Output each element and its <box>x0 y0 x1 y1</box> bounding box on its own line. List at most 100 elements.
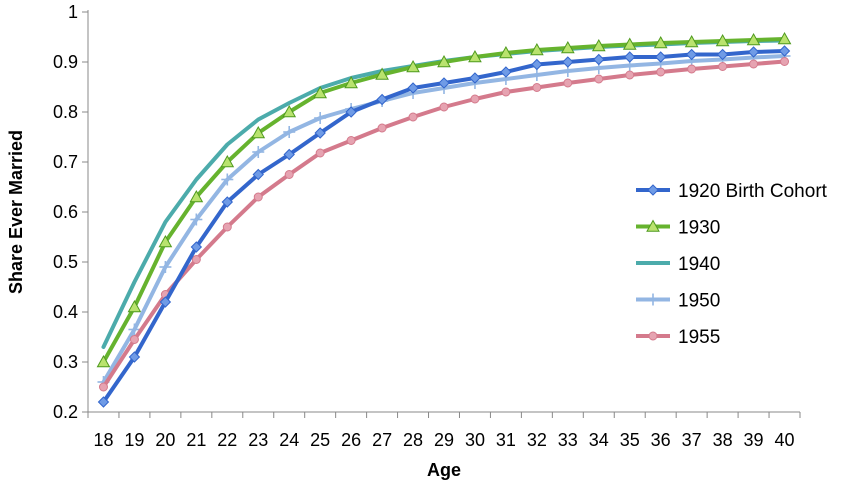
data-point <box>407 82 419 94</box>
data-point <box>777 31 792 45</box>
data-point <box>439 102 449 112</box>
y-tick-labels: 0.2 0.3 0.4 0.5 0.6 0.7 0.8 0.9 1 <box>53 2 78 422</box>
data-point <box>746 32 761 46</box>
data-point <box>314 112 327 124</box>
data-point <box>747 46 760 58</box>
x-tick-label: 20 <box>155 430 175 450</box>
y-tick-label: 0.2 <box>53 402 78 422</box>
data-point <box>97 396 110 408</box>
data-point <box>499 45 513 59</box>
y-tick-label: 0.9 <box>53 52 78 72</box>
x-tick-label: 27 <box>372 430 392 450</box>
series-5 <box>98 57 790 392</box>
legend-label: 1920 Birth Cohort <box>678 181 828 202</box>
data-point <box>470 94 480 104</box>
data-point <box>344 75 358 89</box>
data-point <box>530 42 544 56</box>
data-point <box>129 335 139 344</box>
data-point <box>715 33 730 47</box>
axes <box>82 10 801 418</box>
legend-swatch-marker <box>648 331 658 341</box>
data-point <box>687 64 697 74</box>
data-point <box>685 48 698 61</box>
data-point <box>283 126 296 138</box>
data-point <box>468 49 482 63</box>
data-point <box>654 51 667 63</box>
legend-item-1: 1920 Birth Cohort <box>636 181 828 202</box>
data-point <box>191 255 201 264</box>
data-point <box>780 57 790 66</box>
data-point <box>313 85 328 99</box>
data-point <box>625 70 635 80</box>
series-2 <box>96 31 792 368</box>
data-point <box>622 37 637 50</box>
x-axis-title: Age <box>427 460 461 480</box>
data-point <box>128 351 141 363</box>
data-point <box>469 72 481 84</box>
x-tick-label: 22 <box>217 430 237 450</box>
data-point <box>283 148 295 161</box>
y-tick-label: 0.7 <box>53 152 78 172</box>
x-tick-label: 35 <box>620 430 640 450</box>
data-point <box>406 59 420 73</box>
data-point <box>408 112 418 122</box>
y-axis-title: Share Ever Married <box>6 130 26 294</box>
legend-item-5: 1955 <box>636 327 720 348</box>
x-tick-label: 23 <box>248 430 268 450</box>
legend-item-3: 1940 <box>636 254 720 275</box>
data-point <box>531 58 543 71</box>
data-point <box>159 261 172 273</box>
data-point <box>128 323 141 336</box>
data-point <box>749 59 759 69</box>
data-point <box>653 35 668 49</box>
data-point <box>189 189 204 203</box>
legend-swatch-marker <box>647 184 659 196</box>
data-point <box>437 54 451 68</box>
legend-label: 1940 <box>678 254 720 275</box>
data-point <box>684 34 699 48</box>
data-point <box>718 62 728 71</box>
data-point <box>190 241 203 253</box>
y-tick-label: 0.4 <box>53 302 78 322</box>
data-point <box>127 299 142 313</box>
data-point <box>314 127 326 139</box>
data-point <box>252 146 265 158</box>
data-point <box>500 66 512 78</box>
data-point <box>158 234 173 248</box>
x-tick-label: 18 <box>93 430 113 450</box>
data-point <box>345 106 357 118</box>
data-point <box>96 354 111 368</box>
legend-label: 1950 <box>678 291 720 312</box>
legend-label: 1930 <box>678 218 720 239</box>
data-point <box>532 83 542 92</box>
data-point <box>624 51 636 63</box>
x-tick-label: 29 <box>434 430 454 450</box>
data-point <box>282 104 297 118</box>
x-tick-label: 33 <box>558 430 578 450</box>
data-point <box>251 125 266 139</box>
series-1 <box>97 45 791 408</box>
legend-swatch-marker <box>646 219 660 232</box>
data-point <box>594 74 604 84</box>
x-tick-label: 32 <box>527 430 547 450</box>
data-point <box>778 45 791 57</box>
y-tick-label: 0.6 <box>53 202 78 222</box>
x-tick-label: 21 <box>186 430 206 450</box>
y-tick-label: 0.8 <box>53 102 78 122</box>
y-tick-label: 1 <box>68 2 78 22</box>
x-tick-label: 34 <box>589 430 609 450</box>
data-point <box>346 136 356 145</box>
data-point <box>530 69 543 81</box>
x-tick-label: 38 <box>713 430 733 450</box>
data-point <box>438 77 450 89</box>
x-tick-label: 19 <box>124 430 144 450</box>
data-point <box>221 196 234 208</box>
data-point <box>716 48 729 61</box>
data-point <box>593 53 605 66</box>
data-point <box>190 213 203 226</box>
legend-swatch-marker <box>647 293 659 306</box>
series-group <box>96 31 792 408</box>
data-point <box>220 154 235 168</box>
x-tick-labels: 18 19 20 21 22 23 24 25 26 27 28 29 30 31 32 33 34 35 36 37… <box>93 430 794 450</box>
